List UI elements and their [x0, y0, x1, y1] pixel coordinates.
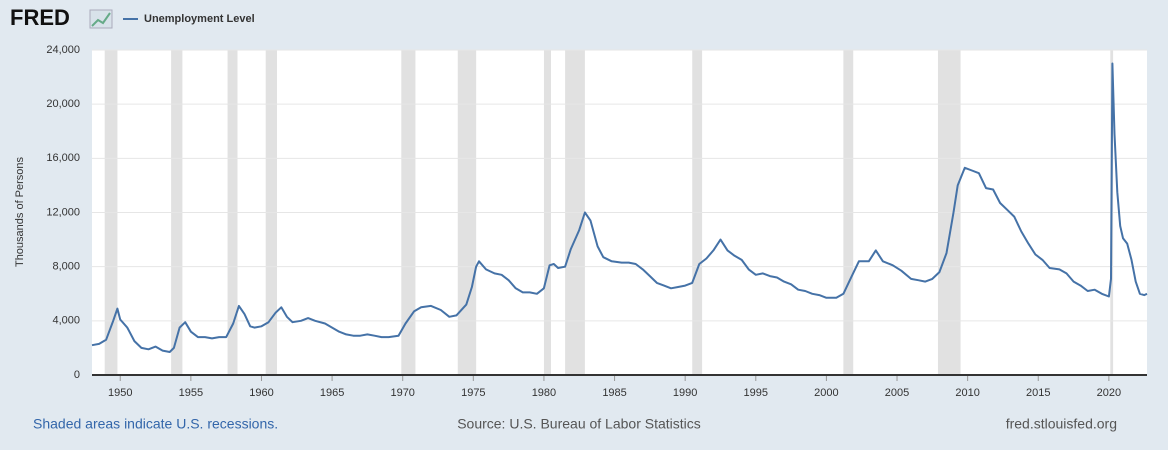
- x-tick-label: 2000: [814, 387, 838, 399]
- y-tick-label: 20,000: [46, 98, 80, 110]
- x-tick-label: 1955: [179, 387, 203, 399]
- y-axis-label: Thousands of Persons: [14, 156, 26, 267]
- logo: FRED: [10, 5, 70, 30]
- x-tick-label: 1985: [602, 387, 626, 399]
- x-tick-label: 1970: [390, 387, 414, 399]
- footnote[interactable]: Shaded areas indicate U.S. recessions.: [33, 416, 278, 432]
- x-tick-label: 2005: [885, 387, 909, 399]
- x-tick-label: 1975: [461, 387, 485, 399]
- x-tick-label: 1965: [320, 387, 344, 399]
- legend-label: Unemployment Level: [144, 13, 255, 25]
- x-tick-label: 2015: [1026, 387, 1050, 399]
- url[interactable]: fred.stlouisfed.org: [1006, 416, 1117, 432]
- x-tick-label: 2010: [955, 387, 979, 399]
- y-tick-label: 8,000: [52, 261, 80, 273]
- y-tick-label: 0: [74, 369, 80, 381]
- x-tick-label: 1960: [249, 387, 273, 399]
- x-tick-label: 1950: [108, 387, 132, 399]
- y-tick-label: 4,000: [52, 315, 80, 327]
- y-tick-label: 16,000: [46, 152, 80, 164]
- x-tick-label: 1995: [744, 387, 768, 399]
- logo-icon-line: [91, 12, 111, 27]
- source: Source: U.S. Bureau of Labor Statistics: [457, 416, 701, 432]
- series-line: [91, 62, 1148, 353]
- x-tick-label: 2020: [1097, 387, 1121, 399]
- x-tick-label: 1980: [532, 387, 556, 399]
- x-tick-label: 1990: [673, 387, 697, 399]
- y-tick-label: 24,000: [46, 44, 80, 56]
- y-tick-label: 12,000: [46, 206, 80, 218]
